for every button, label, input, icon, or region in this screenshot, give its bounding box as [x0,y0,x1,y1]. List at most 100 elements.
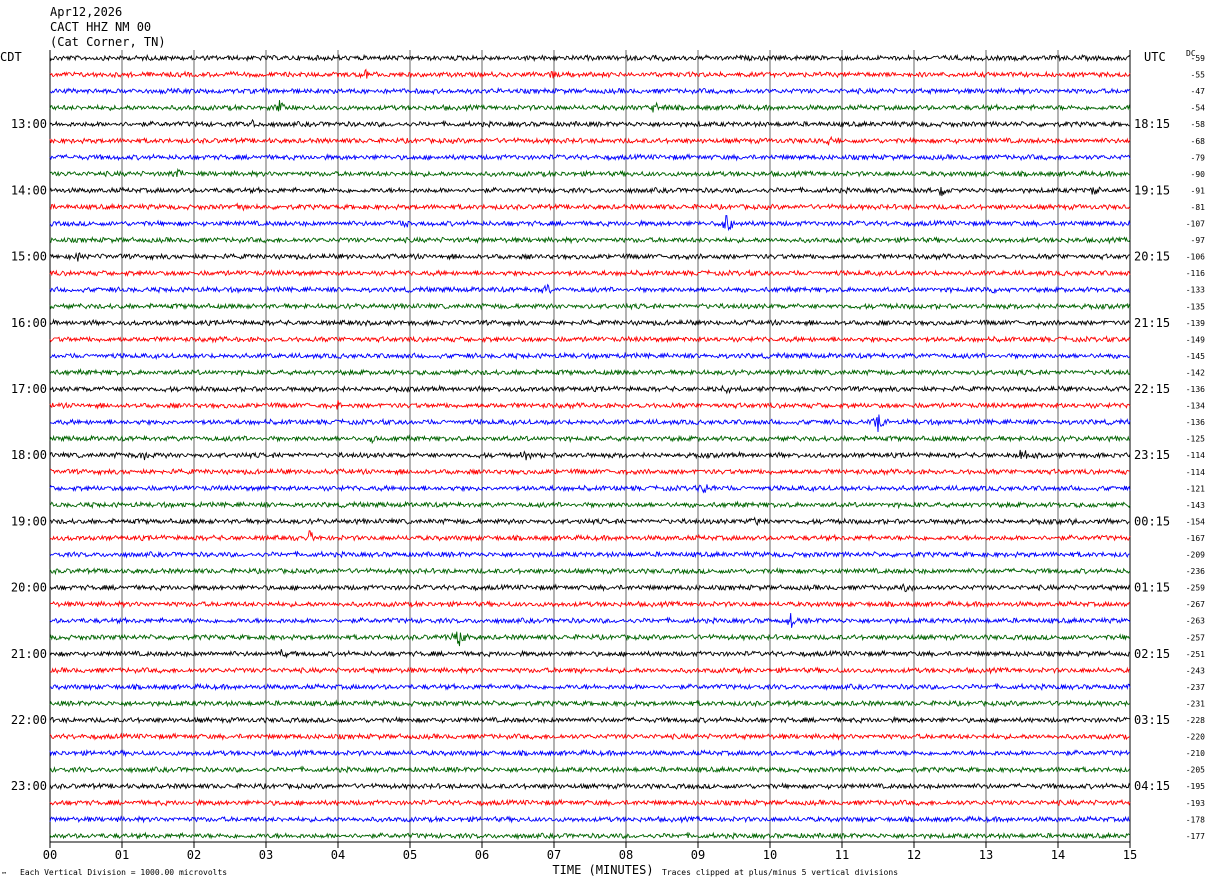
dc-offset-value: -107 [1186,220,1205,229]
seismic-trace [49,798,1131,808]
seismic-trace [49,550,1130,559]
x-tick-label: 06 [475,848,489,862]
right-hour-labels: 18:15 19:15 20:15 21:15 22:15 23:15 00:15 01:15… [1134,117,1170,793]
seismic-trace [49,167,1131,179]
seismic-trace [49,782,1131,791]
right-hour-label: 20:15 [1134,250,1170,264]
left-hour-label: 19:00 [11,514,47,528]
dc-offset-value: -209 [1186,551,1205,560]
dc-offset-value: -178 [1186,815,1205,824]
seismic-trace [49,268,1131,278]
seismic-trace [49,484,1131,494]
seismic-trace [49,599,1131,609]
right-hour-label: 01:15 [1134,581,1170,595]
x-tick-label: 12 [907,848,921,862]
left-hour-label: 16:00 [11,316,47,330]
right-hour-label: 02:15 [1134,647,1170,661]
dc-offset-value: -243 [1186,666,1205,675]
grid-lines [49,50,1131,843]
dc-offset-value: -133 [1186,286,1205,295]
seismic-trace [49,86,1131,96]
seismic-trace [49,351,1131,361]
dc-offset-value: -145 [1186,352,1205,361]
dc-offset-value: -135 [1186,302,1205,311]
seismic-trace [49,748,1131,758]
seismic-trace [49,612,1131,628]
corner-mark: ™ [2,871,6,879]
x-axis-label: TIME (MINUTES) [552,863,653,877]
dc-offset-value: -116 [1186,269,1205,278]
dc-offset-value: -114 [1186,468,1205,477]
seismic-trace [49,699,1131,708]
x-axis-ticks: 00 01 02 03 04 05 06 07 08 09 10 11 12 13 14 15 [43,842,1137,862]
header-location: (Cat Corner, TN) [50,35,166,49]
seismic-trace [49,335,1131,344]
left-hour-label: 15:00 [11,250,47,264]
dc-offset-value: -236 [1186,567,1205,576]
seismic-trace [49,318,1131,328]
dc-offset-value: -195 [1186,782,1205,791]
dc-offset-value: -149 [1186,335,1205,344]
left-hour-labels: 13:00 14:00 15:00 16:00 17:00 18:00 19:00 20:00… [11,117,47,793]
dc-offset-value: -142 [1186,368,1205,377]
dc-offset-header: DC [1186,49,1196,58]
right-timezone-label: UTC [1144,50,1166,64]
dc-offset-value: -91 [1191,186,1206,195]
dc-offset-value: -125 [1186,435,1205,444]
dc-offset-value: -54 [1191,104,1206,113]
seismic-trace [49,765,1131,774]
x-tick-label: 08 [619,848,633,862]
x-tick-label: 11 [835,848,849,862]
left-hour-label: 23:00 [11,779,47,793]
seismic-trace [49,215,1131,232]
seismic-trace [49,202,1131,212]
right-hour-label: 22:15 [1134,382,1170,396]
seismic-trace [49,434,1131,445]
dc-offset-value: -58 [1191,120,1206,129]
dc-offset-value: -205 [1186,766,1205,775]
dc-offset-value: -228 [1186,716,1205,725]
dc-offset-value: -263 [1186,617,1205,626]
seismic-trace [49,449,1131,461]
seismic-trace [49,135,1131,146]
seismic-traces [49,53,1131,840]
dc-offset-value: -68 [1191,137,1206,146]
x-tick-label: 02 [187,848,201,862]
dc-offset-value: -267 [1186,600,1205,609]
x-tick-label: 13 [979,848,993,862]
right-hour-label: 00:15 [1134,514,1170,528]
seismic-trace [49,815,1131,824]
x-tick-label: 14 [1051,848,1065,862]
seismic-trace [49,153,1131,162]
left-hour-label: 18:00 [11,448,47,462]
dc-offset-value: -237 [1186,683,1205,692]
seismic-trace [49,666,1131,675]
dc-offset-value: -121 [1186,484,1205,493]
x-tick-label: 09 [691,848,705,862]
x-tick-label: 00 [43,848,57,862]
seismic-trace [49,53,1131,63]
dc-offset-value: -154 [1186,517,1205,526]
dc-offset-value: -59 [1191,54,1206,63]
left-hour-label: 13:00 [11,117,47,131]
right-hour-label: 21:15 [1134,316,1170,330]
seismic-trace [50,467,1131,477]
right-hour-label: 19:15 [1134,183,1170,197]
right-hour-label: 03:15 [1134,713,1170,727]
seismic-trace [49,100,1131,113]
x-tick-label: 07 [547,848,561,862]
seismic-trace [49,831,1131,840]
dc-offset-value: -90 [1191,170,1206,179]
dc-offset-value: -177 [1186,832,1205,841]
right-hour-label: 23:15 [1134,448,1170,462]
left-hour-label: 14:00 [11,183,47,197]
dc-offset-value: -136 [1186,385,1205,394]
seismic-trace [49,567,1131,576]
left-hour-label: 17:00 [11,382,47,396]
x-tick-label: 03 [259,848,273,862]
x-tick-label: 04 [331,848,345,862]
dc-offset-value: -114 [1186,451,1205,460]
dc-offset-value: -193 [1186,799,1205,808]
dc-offset-value: -136 [1186,418,1205,427]
seismic-trace [49,400,1131,410]
